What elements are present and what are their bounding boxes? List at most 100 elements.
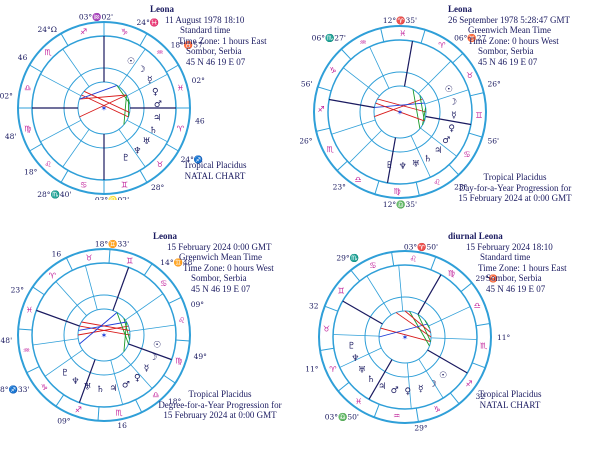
chart-coordinates: 45 N 46 19 E 07 bbox=[191, 283, 251, 294]
zodiac-divider bbox=[166, 143, 179, 152]
planet-glyph: ♃ bbox=[109, 384, 117, 394]
planet-glyph: ♂ bbox=[442, 136, 450, 146]
house-ring bbox=[364, 296, 446, 378]
planet-glyph: ☽ bbox=[449, 98, 457, 108]
cusp-label: 48' bbox=[5, 132, 17, 141]
zodiac-sign-glyph: ♎ bbox=[152, 391, 159, 400]
footer-line: Degree-for-a-Year Progression for bbox=[158, 399, 282, 410]
aspect-line bbox=[83, 90, 130, 113]
house-cusp-line bbox=[410, 135, 431, 178]
planet-glyph: ♃ bbox=[153, 113, 161, 123]
cusp-label: 03°♌02' bbox=[95, 196, 129, 200]
outer-ring bbox=[313, 25, 487, 199]
footer-line: 15 February 2024 at 0:00 GMT bbox=[163, 410, 277, 420]
chart-info-natal: Leona 11 August 1978 18:10 Standard time… bbox=[140, 4, 267, 67]
aspect-line bbox=[79, 312, 118, 345]
zodiac-sign-glyph: ♎ bbox=[24, 84, 31, 93]
planet-glyph: ♂ bbox=[391, 386, 399, 396]
zodiac-sign-glyph: ♑ bbox=[329, 66, 336, 75]
house-cusp-line bbox=[126, 119, 168, 143]
house-cusp-line bbox=[118, 48, 146, 87]
cusp-label: 12°♈35' bbox=[383, 16, 417, 25]
chart-title: Leona bbox=[448, 4, 473, 14]
planet-glyph: ♂ bbox=[122, 380, 130, 390]
cusp-label: 02° bbox=[0, 91, 13, 100]
chart-title: Leona bbox=[150, 4, 175, 14]
chart-timezone: Time Zone: 0 hours West bbox=[183, 262, 274, 273]
planet-glyph: ♀ bbox=[134, 374, 141, 384]
cusp-label: 03°♒02' bbox=[79, 12, 113, 21]
house-cusp-line bbox=[348, 130, 382, 164]
cusp-label: 03°♈50' bbox=[404, 242, 438, 251]
zodiac-divider bbox=[340, 48, 352, 60]
cusp-label: 16 bbox=[117, 421, 127, 430]
chart-panel-progression: ♋ ♌ ♍ ♎ ♏ ♐ ♑ ♒ ♓ ♈ ♉ ♊ ✶ ☉ ☽ ☿ ♀ ♂ ♃ ♄ ♅ ♆ ♇ 12°♈35' 06°♉27 26° 5… bbox=[300, 0, 600, 236]
zodiac-divider bbox=[415, 408, 419, 423]
zodiac-sign-glyph: ♊ bbox=[121, 180, 128, 189]
chart-panel-natal: ♈ ♉ ♊ ♋ ♌ ♍ ♎ ♏ ♐ ♑ ♒ ♓ ✶ ☉ ☽ ☿ ♀ ♂ ♃ ♄ ♅ ♆ ♇ 03°♒02' 24°♓ 18°♉57… bbox=[0, 0, 300, 236]
zodiac-divider bbox=[317, 86, 332, 92]
zodiac-sign-glyph: ♍ bbox=[175, 357, 182, 366]
chart-wheel-diurnal: ♑ ♒ ♓ ♈ ♉ ♊ ♋ ♌ ♍ ♎ ♏ ♐ ✶ ☉☽ ☿ ♀ ♂ ♃♄♅♆ ♇ 03°♈50' 29°♉ 11° 32 2… bbox=[305, 242, 510, 432]
planet-glyph: ☽ bbox=[429, 379, 437, 389]
aspect-line bbox=[123, 94, 127, 125]
planet-glyph: ♅ bbox=[143, 137, 151, 147]
planet-glyph: ♆ bbox=[71, 377, 79, 387]
house-cusp-line bbox=[121, 354, 153, 389]
chart-wheel-progression: ♋ ♌ ♍ ♎ ♏ ♐ ♑ ♒ ♓ ♈ ♉ ♊ ✶ ☉ ☽ ☿ ♀ ♂♃♄ ♅ ♆ ♇ 12°♈35' 06°♉27 26° 5… bbox=[300, 16, 501, 209]
cusp-label: 26° bbox=[487, 80, 501, 89]
chart-footer-progression: Tropical Placidus Day-for-a-Year Progres… bbox=[435, 172, 595, 204]
planet-glyph: ☉ bbox=[153, 340, 161, 350]
cusp-label: 18° bbox=[168, 397, 182, 406]
footer-line: Tropical Placidus bbox=[188, 389, 252, 399]
zodiac-divider bbox=[468, 132, 483, 138]
cusp-label: 11° bbox=[305, 364, 319, 373]
cusp-label: 49° bbox=[194, 352, 208, 361]
house-cusp-line bbox=[386, 137, 397, 184]
chart-time-type: Standard time bbox=[180, 25, 231, 35]
chart-timezone: Time Zone: 1 hours East bbox=[478, 262, 567, 273]
planet-glyph: ♀ bbox=[405, 387, 412, 397]
zodiac-sign-glyph: ♈ bbox=[177, 124, 184, 133]
zodiac-divider bbox=[175, 339, 190, 342]
planet-glyph: ♂ bbox=[154, 100, 162, 110]
planet-glyph: ♄ bbox=[367, 375, 375, 385]
house-cusp-line bbox=[339, 347, 382, 368]
house-cusp-line bbox=[32, 338, 79, 346]
zodiac-divider bbox=[337, 381, 350, 392]
planet-glyph: ☿ bbox=[451, 111, 457, 121]
cusp-label: 23° bbox=[333, 182, 347, 191]
zodiac-divider bbox=[18, 328, 33, 331]
chart-coordinates: 45 N 46 19 E 07 bbox=[186, 56, 246, 67]
planet-glyph: ♅ bbox=[358, 365, 366, 375]
cusp-label: 06°♏27' bbox=[312, 34, 346, 43]
house-cusp-line bbox=[368, 359, 393, 400]
aspect-line bbox=[380, 327, 431, 342]
zodiac-sign-glyph: ♓ bbox=[355, 397, 362, 406]
zodiac-divider bbox=[391, 251, 395, 266]
house-cusp-line bbox=[129, 324, 176, 332]
house-cusp-line bbox=[403, 40, 414, 87]
center-mark: ✶ bbox=[101, 331, 108, 340]
house-cusp-line bbox=[128, 343, 172, 361]
center-mark: ✶ bbox=[397, 108, 404, 117]
house-cusp-line bbox=[406, 362, 412, 409]
planet-glyph: ☉ bbox=[445, 85, 453, 95]
zodiac-sign-glyph: ♓ bbox=[177, 84, 184, 93]
center-mark: ✶ bbox=[101, 104, 108, 113]
planet-glyph: ☿ bbox=[147, 75, 153, 85]
chart-timezone: Time Zone: 1 hours East bbox=[178, 35, 267, 46]
cusp-label: 18° bbox=[24, 167, 38, 176]
planet-glyph: ♇ bbox=[122, 153, 130, 163]
planet-glyph: ♄ bbox=[149, 126, 157, 136]
house-cusp-line bbox=[343, 67, 380, 97]
planet-glyph: ♆ bbox=[351, 354, 359, 364]
house-cusp-line bbox=[125, 293, 164, 321]
planet-glyph: ☉ bbox=[439, 371, 447, 381]
house-cusp-line bbox=[40, 119, 82, 143]
house-cusp-line bbox=[110, 360, 124, 405]
house-cusp-line bbox=[425, 115, 472, 126]
footer-line: Day-for-a-Year Progression for bbox=[458, 182, 572, 193]
zodiac-sign-glyph: ♌ bbox=[178, 316, 185, 325]
zodiac-sign-glyph: ♌ bbox=[45, 160, 52, 169]
